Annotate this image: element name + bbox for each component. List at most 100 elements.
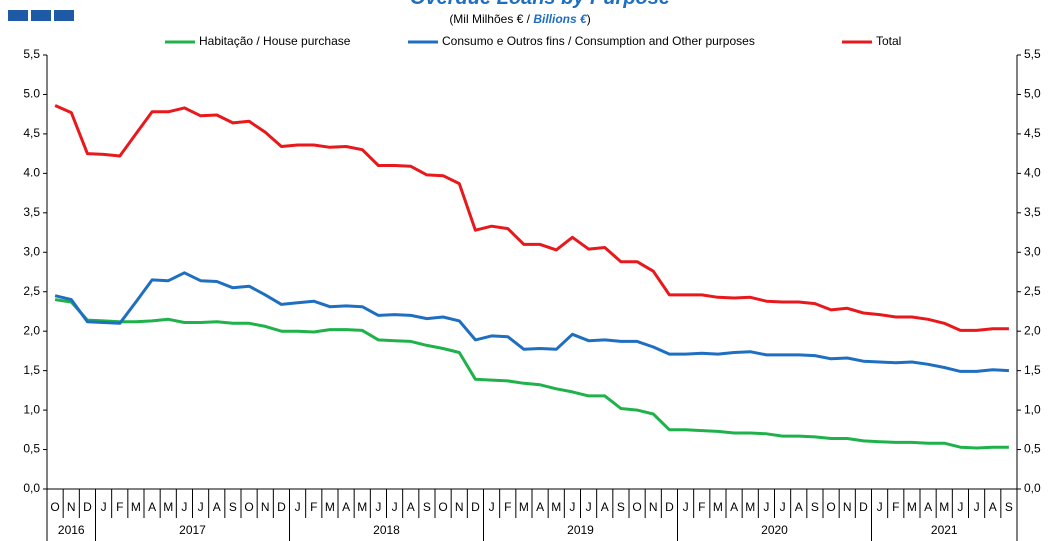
x-tick-label: J [295, 500, 301, 514]
x-tick-label: F [310, 500, 317, 514]
x-tick-label: M [551, 500, 561, 514]
y-tick-label: 3,0 [23, 244, 40, 258]
x-tick-label: N [843, 500, 852, 514]
x-tick-label: M [519, 500, 529, 514]
x-tick-label: S [229, 500, 237, 514]
y2-tick-label: 3,5 [1024, 205, 1041, 219]
x-tick-label: O [438, 500, 447, 514]
x-tick-label: N [455, 500, 464, 514]
y2-tick-label: 4,0 [1024, 166, 1041, 180]
y2-tick-label: 0,5 [1024, 442, 1041, 456]
x-tick-label: A [407, 500, 415, 514]
year-label: 2018 [373, 523, 400, 537]
x-tick-label: J [569, 500, 575, 514]
x-tick-label: M [745, 500, 755, 514]
x-tick-label: O [244, 500, 253, 514]
x-tick-label: N [67, 500, 76, 514]
x-tick-label: J [375, 500, 381, 514]
x-tick-label: F [504, 500, 511, 514]
x-tick-label: M [357, 500, 367, 514]
x-tick-label: J [877, 500, 883, 514]
x-tick-label: M [713, 500, 723, 514]
y-tick-label: 2,5 [23, 284, 40, 298]
x-tick-label: S [423, 500, 431, 514]
x-tick-label: A [924, 500, 932, 514]
y-tick-label: 4.0 [23, 166, 40, 180]
subtitle-text: (Mil Milhões € / [449, 12, 533, 26]
legend-label: Consumo e Outros fins / Consumption and … [442, 34, 755, 48]
year-label: 2019 [567, 523, 594, 537]
y2-tick-label: 3,0 [1024, 244, 1041, 258]
y2-tick-label: 0,0 [1024, 481, 1041, 495]
x-tick-label: S [617, 500, 625, 514]
x-tick-label: A [795, 500, 803, 514]
x-tick-label: S [811, 500, 819, 514]
logo-block [54, 10, 74, 21]
x-tick-label: D [665, 500, 674, 514]
x-tick-label: D [277, 500, 286, 514]
y-tick-label: 1,5 [23, 363, 40, 377]
y-tick-label: 5,5 [23, 47, 40, 61]
y-tick-label: 1,0 [23, 402, 40, 416]
x-tick-label: J [974, 500, 980, 514]
x-tick-label: N [649, 500, 658, 514]
x-tick-label: F [698, 500, 705, 514]
y-tick-label: 4,5 [23, 126, 40, 140]
logo-block [31, 10, 51, 21]
legend-label: Habitação / House purchase [199, 34, 351, 48]
y2-tick-label: 5,0 [1024, 87, 1041, 101]
x-tick-label: J [763, 500, 769, 514]
logo-block [8, 10, 28, 21]
x-tick-label: A [342, 500, 350, 514]
x-tick-label: J [586, 500, 592, 514]
legend-label: Total [876, 34, 901, 48]
x-tick-label: D [859, 500, 868, 514]
x-tick-label: A [148, 500, 156, 514]
x-tick-label: M [939, 500, 949, 514]
x-tick-label: M [131, 500, 141, 514]
x-tick-label: A [536, 500, 544, 514]
x-tick-label: A [213, 500, 221, 514]
x-tick-label: S [1005, 500, 1013, 514]
chart-title: Overdue Loans by Purpose [410, 0, 670, 9]
y2-tick-label: 1,5 [1024, 363, 1041, 377]
year-label: 2020 [761, 523, 788, 537]
x-tick-label: J [181, 500, 187, 514]
x-tick-label: O [50, 500, 59, 514]
x-tick-label: M [325, 500, 335, 514]
x-tick-label: F [116, 500, 123, 514]
x-tick-label: J [489, 500, 495, 514]
y-tick-label: 0,0 [23, 481, 40, 495]
x-tick-label: M [163, 500, 173, 514]
year-label: 2016 [58, 523, 85, 537]
x-tick-label: J [957, 500, 963, 514]
x-tick-label: A [601, 500, 609, 514]
x-tick-label: M [907, 500, 917, 514]
y2-tick-label: 4,5 [1024, 126, 1041, 140]
x-tick-label: J [198, 500, 204, 514]
x-tick-label: A [989, 500, 997, 514]
y-tick-label: 3,5 [23, 205, 40, 219]
y2-tick-label: 2,0 [1024, 323, 1041, 337]
x-tick-label: A [730, 500, 738, 514]
series-line [54, 271, 1009, 373]
x-tick-label: J [101, 500, 107, 514]
y-tick-label: 2,0 [23, 323, 40, 337]
x-tick-label: D [83, 500, 92, 514]
x-tick-label: F [892, 500, 899, 514]
series-line [54, 298, 1009, 450]
x-tick-label: D [471, 500, 480, 514]
x-tick-label: J [780, 500, 786, 514]
year-label: 2021 [931, 523, 958, 537]
chart-subtitle: (Mil Milhões € / Billions €) [449, 12, 590, 26]
series-line [54, 104, 1009, 332]
x-tick-label: N [261, 500, 270, 514]
x-tick-label: J [392, 500, 398, 514]
x-tick-label: O [826, 500, 835, 514]
x-tick-label: J [683, 500, 689, 514]
x-tick-label: O [632, 500, 641, 514]
y2-tick-label: 1,0 [1024, 402, 1041, 416]
subtitle-unit: Billions € [533, 12, 588, 26]
y2-tick-label: 2,5 [1024, 284, 1041, 298]
